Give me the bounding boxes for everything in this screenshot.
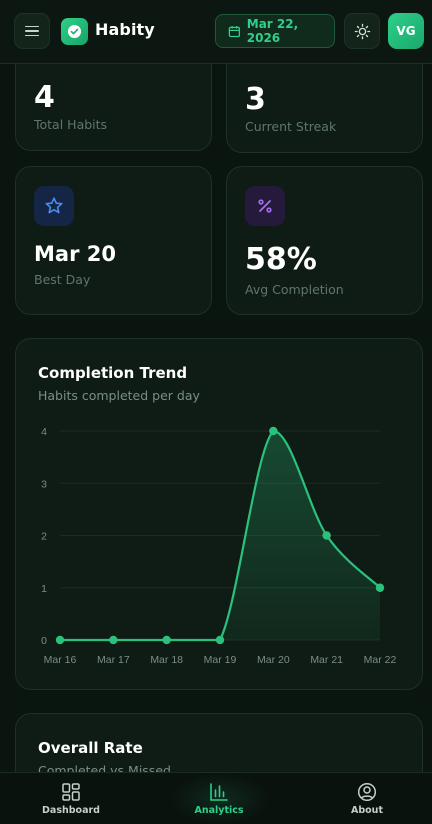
nav-item-analytics[interactable]: Analytics — [164, 773, 274, 824]
x-tick-label: Mar 17 — [97, 654, 130, 666]
menu-button[interactable] — [14, 13, 50, 49]
stat-value: 3 — [245, 82, 266, 117]
data-point — [322, 531, 331, 540]
chart-subtitle: Habits completed per day — [38, 388, 200, 403]
y-tick-label: 2 — [41, 531, 47, 543]
stat-label: Current Streak — [245, 119, 337, 134]
menu-icon — [25, 25, 39, 37]
stat-label: Best Day — [34, 272, 91, 287]
user-avatar[interactable]: VG — [388, 13, 424, 49]
bar-chart-icon — [210, 783, 228, 801]
bottom-navigation: Dashboard Analytics About — [0, 772, 432, 824]
stat-label: Total Habits — [34, 117, 108, 132]
completion-trend-card: Completion Trend Habits completed per da… — [15, 338, 423, 690]
data-point — [55, 635, 65, 645]
x-tick-label: Mar 20 — [257, 654, 290, 666]
rate-title: Overall Rate — [38, 739, 143, 757]
data-point — [375, 583, 385, 592]
completion-trend-chart: 0 1 2 3 4 Mar 16 Mar 17 Mar 18 Mar 19 Mar 20 Mar 2… — [41, 426, 397, 666]
date-picker-button[interactable]: Mar 22, 2026 — [215, 14, 335, 48]
nav-item-dashboard[interactable]: Dashboard — [16, 773, 126, 824]
y-tick-label: 0 — [41, 635, 47, 647]
y-tick-label: 4 — [41, 426, 47, 438]
y-tick-label: 3 — [41, 478, 47, 490]
stat-value: 58% — [245, 242, 317, 277]
nav-label: Dashboard — [42, 805, 100, 816]
check-circle-icon — [61, 18, 88, 45]
nav-label: About — [351, 805, 383, 816]
app-header: Habity Mar 22, 2026 VG — [0, 0, 432, 64]
x-tick-label: Mar 21 — [310, 654, 343, 666]
x-tick-label: Mar 22 — [364, 654, 397, 666]
chart-title: Completion Trend — [38, 364, 188, 382]
calendar-icon — [228, 25, 241, 37]
stat-label: Avg Completion — [245, 282, 344, 297]
grid-icon — [62, 783, 80, 801]
data-point — [109, 635, 118, 645]
stat-value: 4 — [34, 80, 55, 115]
stat-card-avg-completion: 58% Avg Completion — [226, 166, 423, 315]
data-point — [215, 635, 225, 645]
theme-toggle-button[interactable] — [344, 13, 380, 49]
x-tick-label: Mar 19 — [204, 654, 237, 666]
nav-label: Analytics — [194, 805, 244, 816]
y-tick-label: 1 — [41, 583, 47, 595]
data-point — [269, 426, 278, 436]
stat-card-best-day: Mar 20 Best Day — [15, 166, 212, 315]
user-circle-icon — [357, 782, 377, 802]
star-icon — [34, 186, 74, 226]
sun-icon — [354, 23, 370, 39]
app-title: Habity — [95, 20, 155, 39]
trend-area — [60, 431, 380, 640]
data-point — [162, 635, 171, 645]
nav-item-about[interactable]: About — [312, 773, 422, 824]
date-label: Mar 22, 2026 — [246, 17, 299, 45]
x-tick-label: Mar 18 — [150, 654, 183, 666]
stat-value: Mar 20 — [34, 242, 116, 266]
percent-icon — [245, 186, 285, 226]
x-tick-label: Mar 16 — [44, 654, 77, 666]
